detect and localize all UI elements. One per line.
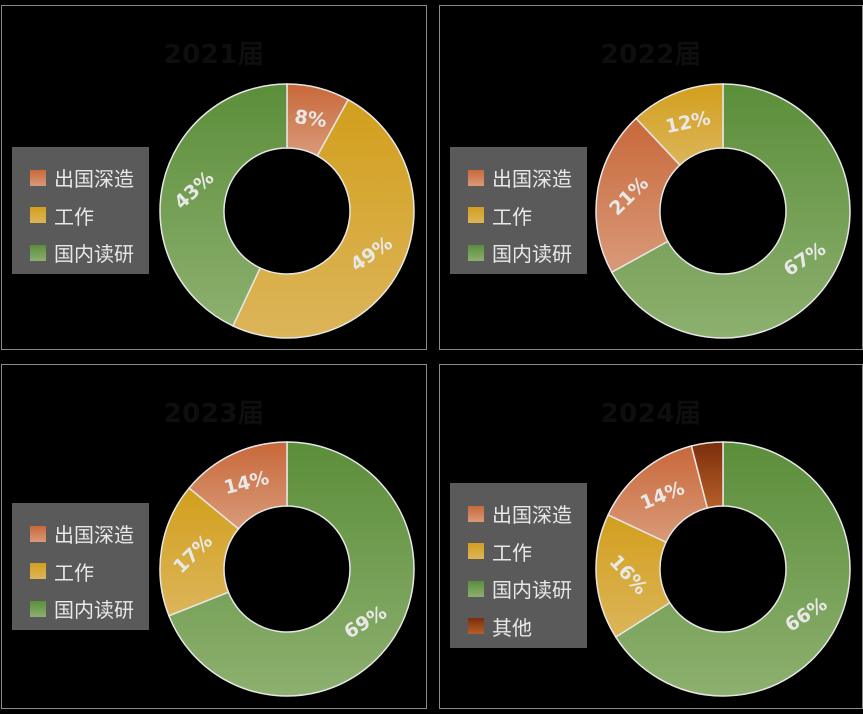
chart-panel-2023: 2023届 出国深造工作国内读研 69% 17% 14% bbox=[1, 364, 427, 709]
legend-label: 国内读研 bbox=[492, 578, 572, 603]
donut-slice-2 bbox=[231, 98, 415, 339]
chart-legend: 出国深造工作国内读研 bbox=[12, 147, 149, 274]
chart-panel-2022: 2022届 出国深造工作国内读研 67% 21% 12% bbox=[439, 5, 863, 350]
legend-swatch bbox=[468, 543, 484, 560]
legend-label: 其他 bbox=[492, 615, 532, 640]
legend-label: 国内读研 bbox=[492, 242, 572, 267]
chart-legend: 出国深造工作国内读研 bbox=[12, 503, 149, 630]
donut-chart: 67%21%12% bbox=[595, 83, 851, 339]
legend-swatch bbox=[30, 600, 46, 617]
legend-item: 工作 bbox=[468, 533, 573, 571]
legend-swatch bbox=[30, 207, 46, 224]
legend-label: 工作 bbox=[54, 204, 94, 229]
donut-chart: 69%17%14% bbox=[159, 441, 415, 697]
chart-title: 2022届 bbox=[600, 40, 702, 70]
chart-panel-2024: 2024届 出国深造工作国内读研其他 66% 16% 14% bbox=[439, 364, 863, 709]
chart-title: 2024届 bbox=[600, 399, 702, 429]
chart-panel-2021: 2021届 出国深造工作国内读研 8% 49% 43% bbox=[1, 5, 427, 350]
legend-label: 出国深造 bbox=[492, 167, 572, 192]
legend-swatch bbox=[30, 244, 46, 261]
legend-item: 出国深造 bbox=[468, 159, 573, 197]
chart-title: 2021届 bbox=[163, 40, 265, 70]
legend-item: 国内读研 bbox=[30, 590, 135, 628]
legend-label: 工作 bbox=[492, 540, 532, 565]
chart-title: 2023届 bbox=[163, 399, 265, 429]
legend-item: 其他 bbox=[468, 608, 573, 646]
donut-slice-1 bbox=[614, 441, 851, 697]
legend-item: 出国深造 bbox=[468, 495, 573, 533]
legend-label: 出国深造 bbox=[54, 167, 134, 192]
legend-swatch bbox=[468, 580, 484, 597]
donut-slice-3 bbox=[188, 441, 288, 530]
legend-item: 工作 bbox=[30, 197, 135, 235]
legend-label: 工作 bbox=[54, 560, 94, 585]
donut-chart: 8%49%43% bbox=[159, 83, 415, 339]
legend-swatch bbox=[30, 563, 46, 580]
donut-slice-3 bbox=[159, 83, 288, 327]
donut-slice-4 bbox=[690, 441, 724, 509]
legend-swatch bbox=[468, 169, 484, 186]
legend-item: 国内读研 bbox=[30, 234, 135, 272]
slice-data-label: 8% bbox=[293, 106, 328, 132]
donut-chart: 66%16%14% bbox=[595, 441, 851, 697]
legend-swatch bbox=[468, 244, 484, 261]
donut-slice-2 bbox=[595, 117, 681, 274]
legend-label: 出国深造 bbox=[54, 523, 134, 548]
chart-legend: 出国深造工作国内读研 bbox=[450, 147, 587, 274]
legend-swatch bbox=[468, 207, 484, 224]
legend-swatch bbox=[468, 505, 484, 522]
legend-swatch bbox=[30, 169, 46, 186]
chart-legend: 出国深造工作国内读研其他 bbox=[450, 483, 587, 648]
donut-slice-1 bbox=[610, 83, 851, 339]
legend-label: 国内读研 bbox=[54, 242, 134, 267]
legend-label: 国内读研 bbox=[54, 598, 134, 623]
donut-slice-1 bbox=[167, 441, 415, 697]
legend-item: 国内读研 bbox=[468, 570, 573, 608]
legend-item: 出国深造 bbox=[30, 159, 135, 197]
legend-label: 出国深造 bbox=[492, 503, 572, 528]
legend-swatch bbox=[30, 525, 46, 542]
legend-item: 出国深造 bbox=[30, 515, 135, 553]
legend-item: 国内读研 bbox=[468, 234, 573, 272]
legend-label: 工作 bbox=[492, 204, 532, 229]
legend-swatch bbox=[468, 618, 484, 635]
donut-slice-3 bbox=[635, 83, 724, 167]
legend-item: 工作 bbox=[468, 197, 573, 235]
legend-item: 工作 bbox=[30, 553, 135, 591]
